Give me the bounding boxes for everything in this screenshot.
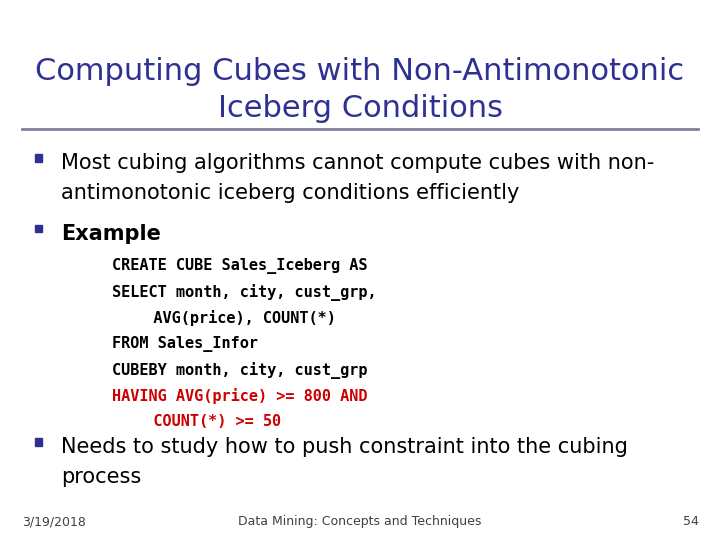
Text: 54: 54: [683, 515, 698, 528]
Text: CREATE CUBE Sales_Iceberg AS: CREATE CUBE Sales_Iceberg AS: [112, 258, 367, 274]
Text: Example: Example: [61, 224, 161, 244]
Text: Most cubing algorithms cannot compute cubes with non-: Most cubing algorithms cannot compute cu…: [61, 153, 654, 173]
Text: FROM Sales_Infor: FROM Sales_Infor: [112, 336, 258, 352]
Text: CUBEBY month, city, cust_grp: CUBEBY month, city, cust_grp: [112, 362, 367, 379]
Text: COUNT(*) >= 50: COUNT(*) >= 50: [126, 414, 281, 429]
Text: antimonotonic iceberg conditions efficiently: antimonotonic iceberg conditions efficie…: [61, 183, 520, 203]
Text: 3/19/2018: 3/19/2018: [22, 515, 86, 528]
Text: AVG(price), COUNT(*): AVG(price), COUNT(*): [126, 310, 336, 326]
Text: Computing Cubes with Non-Antimonotonic
Iceberg Conditions: Computing Cubes with Non-Antimonotonic I…: [35, 57, 685, 123]
Text: Needs to study how to push constraint into the cubing: Needs to study how to push constraint in…: [61, 437, 628, 457]
Text: Data Mining: Concepts and Techniques: Data Mining: Concepts and Techniques: [238, 515, 482, 528]
Text: SELECT month, city, cust_grp,: SELECT month, city, cust_grp,: [112, 284, 377, 301]
Text: process: process: [61, 467, 141, 487]
Text: HAVING AVG(price) >= 800 AND: HAVING AVG(price) >= 800 AND: [112, 388, 367, 404]
